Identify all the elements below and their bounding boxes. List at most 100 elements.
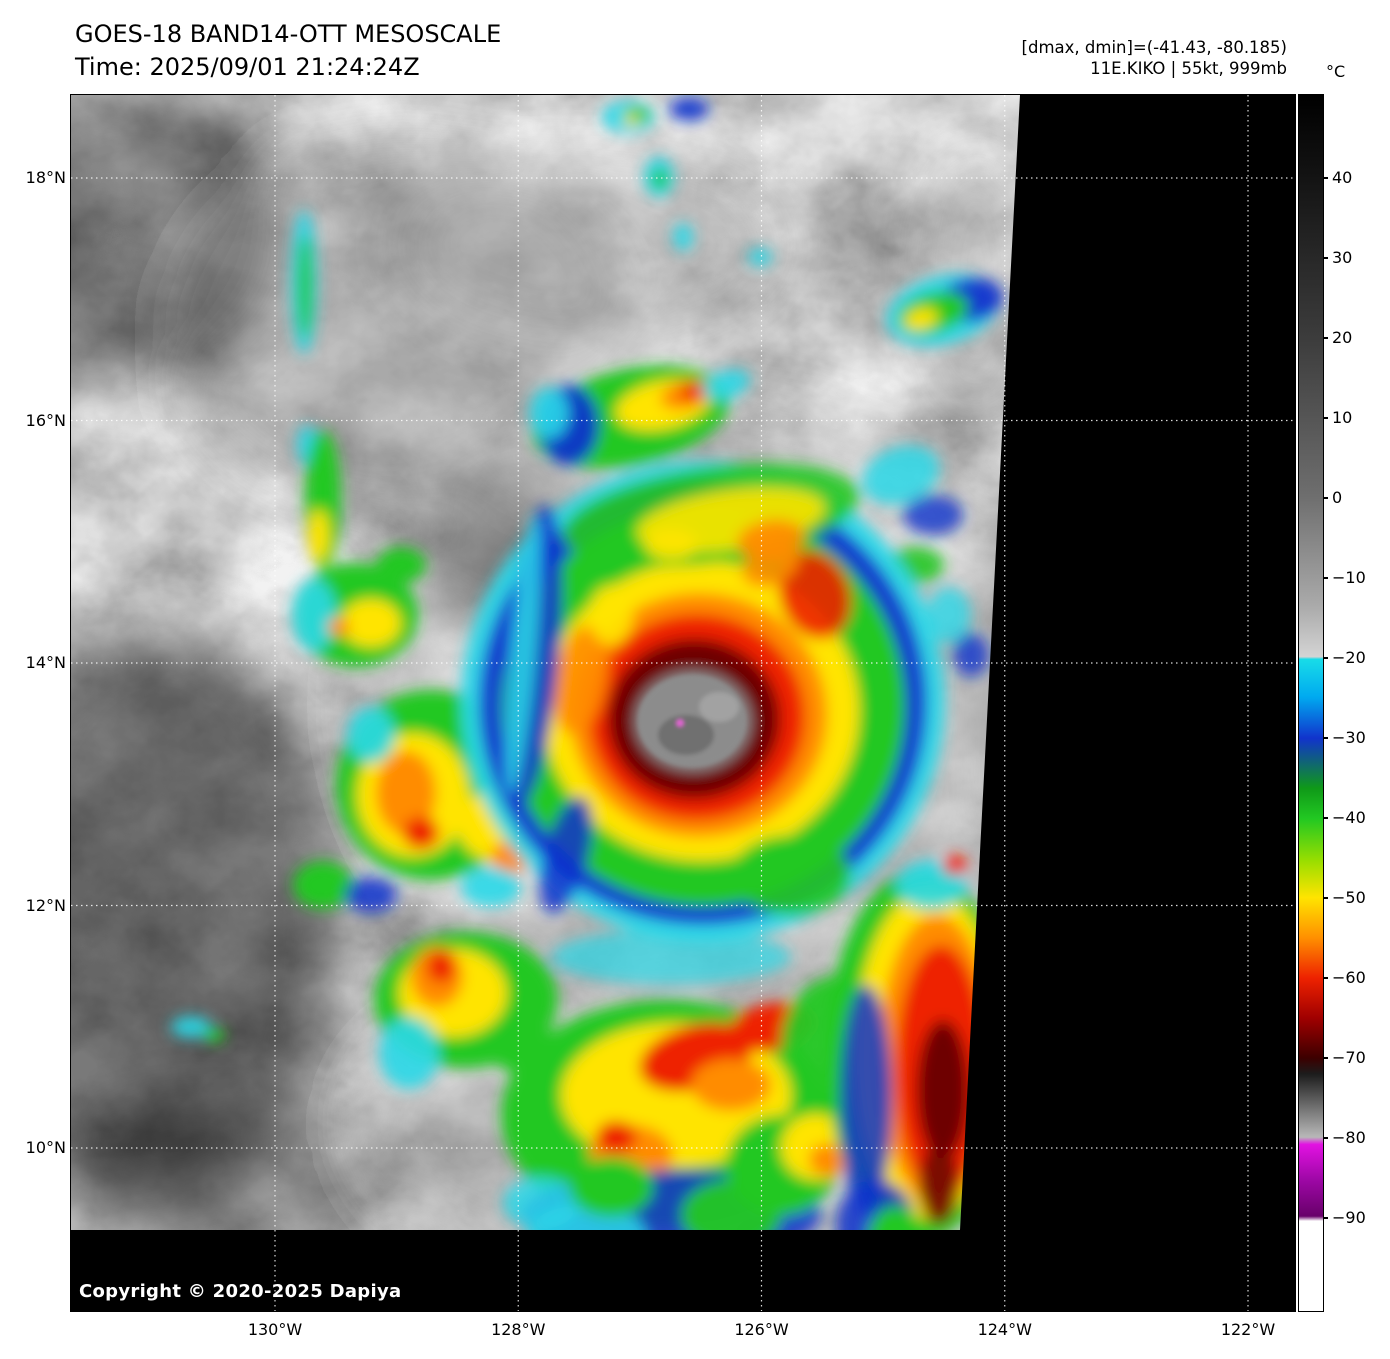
temperature-colorbar [1299, 95, 1323, 1311]
colorbar-tick-mark [1323, 497, 1328, 499]
convection-blob [376, 547, 426, 583]
convection-blob [702, 369, 750, 401]
convection-blob [551, 929, 791, 985]
convection-blob [673, 223, 693, 251]
convection-blob [569, 1157, 653, 1217]
colorbar-tick-label: −80 [1332, 1128, 1366, 1147]
colorbar-tick-mark [1323, 897, 1328, 899]
convection-blob [376, 751, 436, 835]
lat-tick-label: 12°N [25, 895, 66, 915]
convection-blob [553, 625, 609, 735]
header-right-block: [dmax, dmin]=(-41.43, -80.185) 11E.KIKO … [1022, 37, 1287, 79]
convection-blob [171, 1016, 211, 1038]
colorbar-tick-mark [1323, 1057, 1328, 1059]
colorbar-tick-label: −70 [1332, 1048, 1366, 1067]
convection-blob [427, 951, 455, 983]
colorbar-tick-label: 30 [1332, 248, 1353, 267]
convection-blob [778, 551, 852, 639]
colorbar-tick-mark [1323, 657, 1328, 659]
convection-blob [539, 796, 593, 914]
dmax-dmin-label: [dmax, dmin]=(-41.43, -80.185) [1021, 38, 1287, 57]
convection-blob [589, 585, 633, 645]
convection-blob [953, 633, 989, 677]
cloud-shade-blob [71, 95, 291, 385]
colorbar-tick-label: 10 [1332, 408, 1353, 427]
colorbar-tick-mark [1323, 577, 1328, 579]
copyright-label: Copyright © 2020-2025 Dapiya [79, 1281, 402, 1302]
storm-info-label: 11E.KIKO | 55kt, 999mb [1090, 59, 1287, 78]
lat-tick-label: 16°N [25, 410, 66, 430]
cloud-shade-blob [71, 625, 341, 1205]
ir-image [71, 95, 1295, 1311]
convection-blob [943, 855, 967, 875]
convection-blob [461, 867, 521, 907]
eye-detail-blob [676, 719, 684, 727]
colorbar-tick-mark [1323, 977, 1328, 979]
colorbar-tick-mark [1323, 177, 1328, 179]
convection-blob [505, 515, 541, 795]
colorbar-tick-mark [1323, 737, 1328, 739]
colorbar-tick-label: −40 [1332, 808, 1366, 827]
eye-detail-blob [658, 715, 714, 755]
convection-blob [840, 985, 892, 1215]
colorbar-tick-label: −10 [1332, 568, 1366, 587]
convection-blob [292, 579, 336, 651]
convection-blob [298, 235, 312, 339]
cloud-shade-blob [401, 150, 781, 340]
convection-blob [293, 861, 353, 909]
convection-blob [645, 529, 697, 561]
lon-tick-label: 126°W [734, 1320, 789, 1339]
colorbar-tick-label: 20 [1332, 328, 1353, 347]
convection-blob [379, 1017, 439, 1089]
grid-overlay [71, 95, 1295, 1311]
colorbar-tick-mark [1323, 257, 1328, 259]
colorbar-unit-label: °C [1326, 62, 1346, 81]
convection-blob [903, 495, 963, 535]
colorbar-tick-mark [1323, 1217, 1328, 1219]
convection-blob [596, 1121, 636, 1153]
page-title: GOES-18 BAND14-OTT MESOSCALE [75, 20, 502, 48]
lon-tick-label: 130°W [247, 1320, 303, 1339]
convection-blob [919, 1145, 959, 1225]
convection-blob [669, 97, 709, 121]
lon-tick-label: 122°W [1220, 1320, 1276, 1339]
convection-blob [748, 248, 772, 266]
colorbar-tick-mark [1323, 337, 1328, 339]
storm-eye-layer [638, 675, 746, 767]
colorbar-tick-label: −90 [1332, 1208, 1366, 1227]
convection-blob [341, 599, 401, 647]
convection-blob [347, 707, 395, 763]
lat-tick-label: 10°N [25, 1138, 66, 1157]
convection-blob [742, 542, 800, 588]
convection-blob [731, 835, 851, 915]
colorbar-tick-label: 0 [1332, 488, 1343, 507]
no-data-mask [71, 95, 1295, 1311]
convection-blob [624, 115, 638, 125]
convection-blob [503, 1177, 579, 1229]
colorbar-tick-label: −60 [1332, 968, 1366, 987]
colorbar-tick-mark [1323, 1137, 1328, 1139]
timestamp-label: Time: 2025/09/01 21:24:24Z [75, 53, 420, 81]
colorbar-tick-label: 40 [1332, 168, 1353, 187]
convection-blob [652, 169, 668, 189]
lat-tick-label: 14°N [25, 653, 66, 672]
convection-blob [904, 308, 938, 330]
convection-blob [403, 817, 439, 849]
lon-tick-label: 128°W [491, 1320, 546, 1339]
colorbar-tick-mark [1323, 817, 1328, 819]
convection-blob [328, 618, 350, 636]
lon-tick-label: 124°W [977, 1320, 1032, 1339]
satellite-map: Copyright © 2020-2025 Dapiya [71, 95, 1295, 1311]
colorbar-tick-label: −20 [1332, 648, 1366, 667]
colorbar-tick-label: −50 [1332, 888, 1366, 907]
convection-blob [809, 1144, 845, 1176]
eye-detail-blob [699, 692, 739, 722]
convection-blob [927, 587, 971, 643]
lat-tick-label: 18°N [25, 168, 66, 187]
convection-blob [309, 509, 329, 561]
convection-blob [862, 445, 940, 505]
cloud-shade-blob [71, 1100, 381, 1260]
convection-blob [345, 877, 397, 913]
convection-blob [691, 1059, 771, 1111]
